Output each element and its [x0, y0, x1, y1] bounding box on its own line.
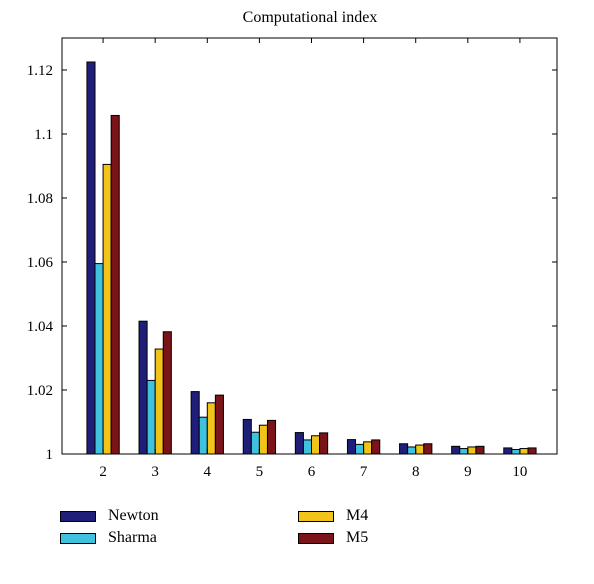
x-axis: 2 3 4 5 6 7 8 9 10: [99, 38, 527, 480]
bar-m5-7: [371, 439, 381, 455]
y-tick-label: 1.02: [27, 383, 53, 399]
bar-m5-4: [214, 394, 224, 455]
y-tick-label: 1.08: [27, 191, 53, 207]
bar-m4-9: [467, 446, 477, 455]
bar-sharma-3: [146, 379, 156, 455]
bar-newton-3: [138, 320, 148, 455]
y-tick-label: 1.12: [27, 63, 53, 79]
bar-newton-5: [242, 418, 252, 455]
bar-m5-9: [475, 445, 485, 455]
x-tick-label: 2: [99, 464, 107, 480]
x-tick-label: 5: [256, 464, 264, 480]
x-tick-label: 4: [204, 464, 212, 480]
bar-m4-5: [258, 424, 268, 455]
bar-newton-9: [451, 445, 461, 455]
bar-m5-8: [423, 443, 433, 455]
bar-m4-3: [154, 348, 164, 455]
bar-m4-8: [415, 444, 425, 455]
y-tick-label: 1.06: [27, 255, 54, 271]
bar-newton-8: [399, 443, 409, 455]
x-tick-label: 3: [151, 464, 159, 480]
bar-newton-10: [503, 447, 513, 455]
bar-sharma-7: [355, 443, 365, 455]
legend-item-m4: M4: [298, 506, 368, 526]
bar-m4-6: [311, 435, 321, 455]
bar-m4-4: [206, 402, 216, 455]
y-tick-label: 1.1: [34, 127, 53, 143]
bar-newton-2: [86, 61, 96, 455]
bar-m5-2: [110, 114, 120, 455]
bar-m5-5: [266, 419, 277, 455]
bar-newton-6: [294, 432, 304, 455]
legend-swatch-sharma: [60, 532, 96, 544]
bar-m5-3: [162, 331, 172, 455]
bar-sharma-5: [250, 431, 260, 455]
bar-sharma-10: [511, 449, 521, 455]
y-tick-label: 1: [46, 447, 54, 463]
x-tick-label: 8: [412, 464, 420, 480]
bar-m5-10: [527, 447, 537, 455]
bar-sharma-4: [198, 416, 208, 455]
bar-m4-2: [102, 163, 112, 455]
bar-sharma-2: [94, 263, 104, 455]
legend-label-newton: Newton: [108, 507, 159, 524]
legend-item-newton: Newton: [60, 506, 159, 526]
legend-label-m5: M5: [346, 529, 369, 546]
chart-title: Computational index: [243, 9, 378, 26]
bar-newton-4: [190, 391, 200, 455]
legend-item-m5: M5: [298, 528, 368, 548]
plot-area: [61, 37, 558, 455]
legend-item-sharma: Sharma: [60, 528, 157, 548]
x-tick-label: 7: [360, 464, 368, 480]
bar-m5-6: [319, 432, 329, 455]
legend: Newton Sharma M4 M5: [60, 506, 420, 566]
legend-swatch-m4: [298, 510, 334, 522]
y-axis: 1 1.02 1.04 1.06 1.08 1.1 1.12: [27, 63, 557, 463]
bars-group: [86, 61, 537, 455]
bar-newton-7: [346, 439, 357, 455]
legend-swatch-newton: [60, 510, 96, 522]
legend-label-m4: M4: [346, 507, 369, 524]
legend-label-sharma: Sharma: [108, 529, 157, 546]
bar-m4-10: [519, 448, 529, 455]
legend-swatch-m5: [298, 532, 334, 544]
bar-sharma-8: [407, 446, 417, 455]
bar-sharma-6: [302, 439, 313, 455]
y-tick-label: 1.04: [27, 319, 54, 335]
x-tick-label: 10: [512, 464, 527, 480]
bar-sharma-9: [459, 448, 469, 455]
bar-m4-7: [363, 441, 373, 455]
x-tick-label: 6: [308, 464, 316, 480]
x-tick-label: 9: [464, 464, 472, 480]
